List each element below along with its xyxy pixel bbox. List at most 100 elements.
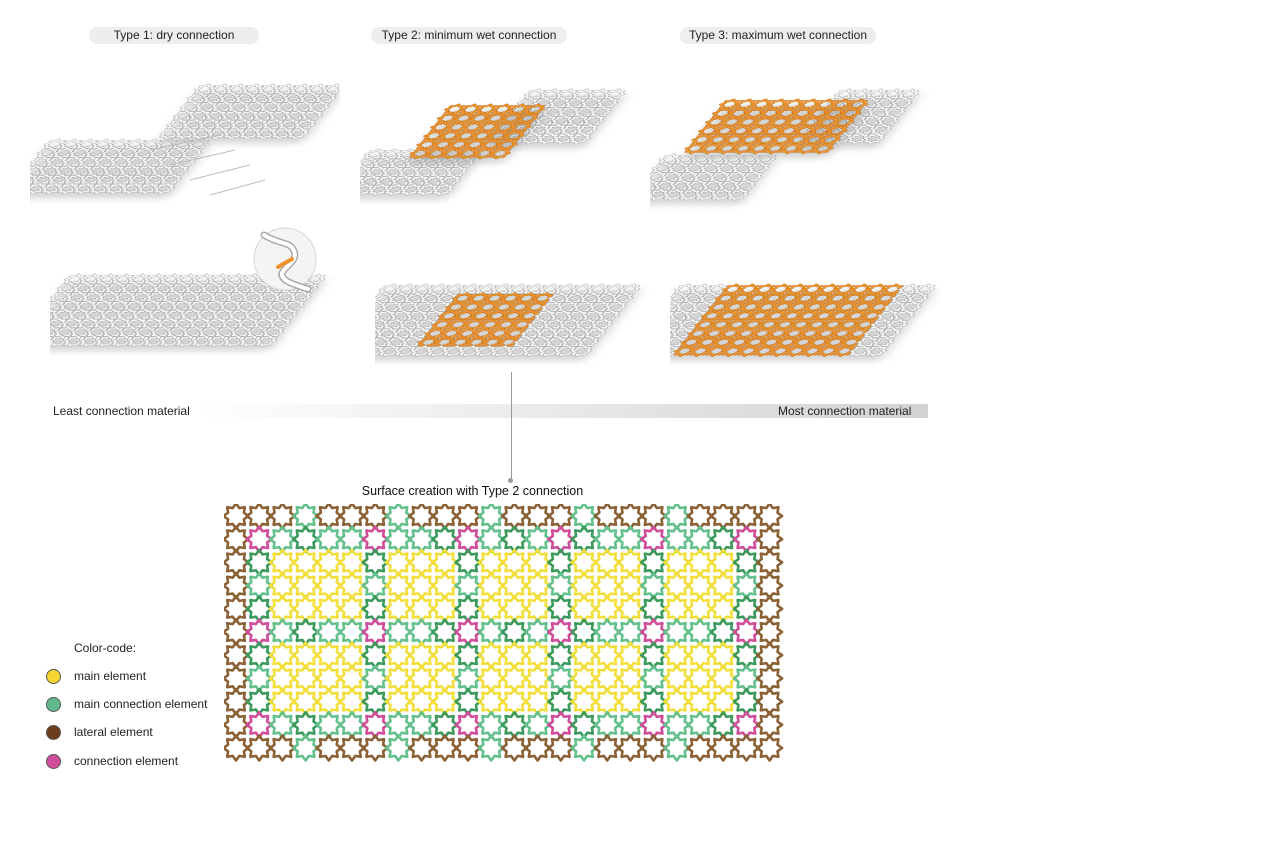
wet-connection-tile — [717, 142, 738, 154]
wet-connection-tile — [722, 345, 743, 357]
surface-lateral-tile — [755, 734, 784, 762]
surface-main-tile — [616, 595, 645, 623]
surface-main-tile — [431, 687, 459, 716]
surface-lateral-tile — [755, 687, 784, 716]
shell-tile — [360, 184, 374, 196]
wet-connection-tile — [706, 345, 727, 357]
surface-main-tile — [431, 571, 459, 600]
surface-main-tile — [268, 548, 297, 577]
surface-lateral-tile — [407, 504, 436, 530]
shell-tile — [375, 345, 384, 357]
surface-main-tile — [338, 664, 366, 693]
shell-tile — [670, 310, 674, 322]
surface-main-connection-tile — [315, 618, 343, 646]
shell-tile — [384, 184, 406, 196]
surface-main-connection-dark-tile — [570, 525, 598, 554]
surface-lateral-tile — [224, 595, 250, 623]
shell-tile — [288, 127, 309, 139]
surface-main-tile — [315, 664, 343, 693]
surface-main-tile — [315, 595, 343, 623]
surface-main-tile — [616, 548, 645, 577]
wet-connection-tile — [770, 345, 791, 357]
surface-main-tile — [709, 664, 738, 693]
surface-lateral-tile — [315, 504, 343, 530]
surface-main-tile — [570, 548, 598, 577]
surface-main-connection-tile — [384, 525, 413, 554]
surface-main-connection-dark-tile — [732, 548, 761, 577]
surface-lateral-tile — [755, 711, 784, 739]
surface-main-connection-tile — [732, 664, 761, 693]
scale-most-label: Most connection material — [778, 404, 912, 418]
shell-tile — [375, 310, 379, 322]
surface-main-tile — [315, 687, 343, 716]
surface-main-tile — [709, 571, 738, 600]
shell-tile — [571, 345, 592, 357]
surface-lateral-tile — [224, 734, 250, 762]
shell-tile — [670, 345, 679, 357]
shell-tile — [50, 335, 69, 347]
shell-tile — [650, 189, 669, 201]
surface-main-connection-dark-tile — [245, 595, 274, 623]
surface-main-connection-tile — [407, 525, 436, 554]
surface-main-tile — [523, 664, 552, 693]
surface-lateral-tile — [546, 734, 575, 762]
shell-tile — [144, 335, 165, 347]
legend-label: connection element — [74, 754, 179, 768]
shell-tile — [570, 132, 591, 144]
surface-main-connection-tile — [546, 664, 575, 693]
connection-link-line — [189, 164, 251, 181]
surface-lateral-tile — [755, 618, 784, 646]
surface-main-connection-dark-tile — [454, 595, 482, 623]
surface-connection-tile — [546, 618, 575, 646]
shell-tile — [695, 189, 717, 201]
surface-lateral-tile — [224, 548, 250, 577]
surface-main-connection-tile — [384, 504, 413, 530]
surface-lateral-tile — [709, 504, 738, 530]
wet-connection-tile — [474, 147, 495, 159]
surface-lateral-tile — [755, 504, 784, 530]
surface-main-tile — [523, 641, 552, 669]
shell-tile — [395, 345, 416, 357]
shell-tile — [711, 189, 733, 201]
shell-tile — [475, 345, 496, 357]
surface-main-tile — [315, 548, 343, 577]
surface-main-tile — [268, 571, 297, 600]
surface-main-tile — [523, 548, 552, 577]
surface-connection-tile — [454, 618, 482, 646]
surface-main-tile — [709, 687, 738, 716]
shell-tile — [90, 182, 111, 194]
surface-lateral-tile — [224, 504, 250, 530]
surface-main-connection-tile — [570, 734, 598, 762]
shell-tile — [42, 182, 63, 194]
shell-tile — [375, 319, 389, 331]
surface-main-connection-tile — [662, 618, 691, 646]
shell-tile — [650, 180, 659, 192]
shell-tile — [122, 182, 143, 194]
shell-tile — [224, 127, 245, 139]
surface-lateral-tile — [268, 504, 297, 530]
surface-main-connection-tile — [338, 711, 366, 739]
shell-tile — [670, 319, 684, 331]
surface-main-connection-tile — [477, 734, 506, 762]
surface-main-tile — [686, 687, 714, 716]
surface-main-tile — [686, 664, 714, 693]
type-3-assembled-panel — [670, 283, 936, 361]
shell-tile — [727, 189, 749, 201]
surface-main-connection-dark-tile — [454, 548, 482, 577]
wet-connection-tile — [818, 345, 839, 357]
shell-tile — [554, 132, 575, 144]
surface-main-tile — [291, 641, 320, 669]
surface-main-tile — [291, 595, 320, 623]
surface-main-connection-tile — [477, 504, 506, 530]
surface-lateral-tile — [224, 571, 250, 600]
surface-main-tile — [338, 687, 366, 716]
surface-main-connection-tile — [662, 504, 691, 530]
surface-main-tile — [477, 641, 506, 669]
surface-lateral-tile — [224, 664, 250, 693]
surface-main-connection-dark-tile — [639, 595, 668, 623]
surface-main-connection-dark-tile — [431, 711, 459, 739]
surface-lateral-tile — [755, 525, 784, 554]
wet-connection-tile — [765, 142, 786, 154]
surface-main-tile — [593, 687, 622, 716]
surface-main-connection-dark-tile — [639, 687, 668, 716]
